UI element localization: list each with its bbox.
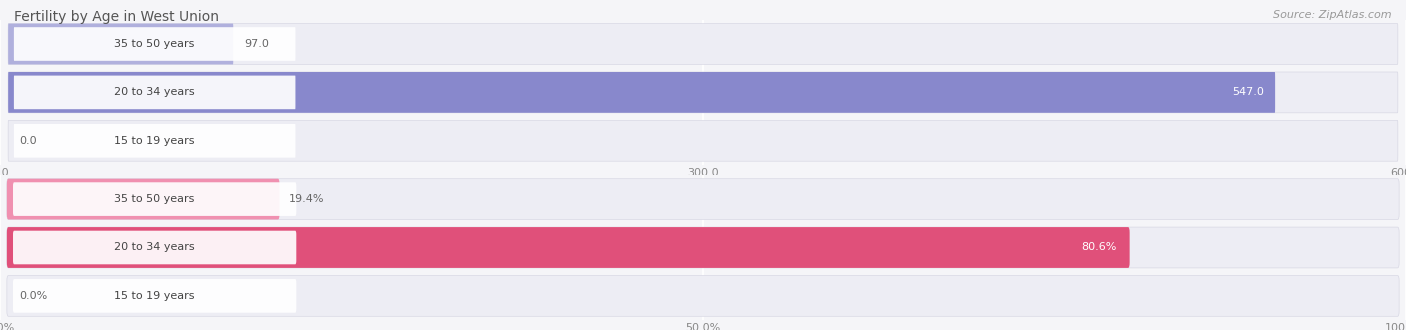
Text: 15 to 19 years: 15 to 19 years bbox=[114, 136, 195, 146]
Text: 20 to 34 years: 20 to 34 years bbox=[114, 243, 195, 252]
FancyBboxPatch shape bbox=[8, 72, 1275, 113]
Text: 0.0%: 0.0% bbox=[20, 291, 48, 301]
Text: 547.0: 547.0 bbox=[1232, 87, 1264, 97]
FancyBboxPatch shape bbox=[14, 27, 295, 61]
FancyBboxPatch shape bbox=[7, 227, 1129, 268]
FancyBboxPatch shape bbox=[13, 231, 297, 264]
FancyBboxPatch shape bbox=[7, 227, 1399, 268]
FancyBboxPatch shape bbox=[14, 76, 295, 109]
FancyBboxPatch shape bbox=[13, 279, 297, 313]
Text: Source: ZipAtlas.com: Source: ZipAtlas.com bbox=[1274, 10, 1392, 20]
FancyBboxPatch shape bbox=[14, 124, 295, 158]
Text: 80.6%: 80.6% bbox=[1081, 243, 1116, 252]
Text: 97.0: 97.0 bbox=[245, 39, 269, 49]
Text: 19.4%: 19.4% bbox=[290, 194, 325, 204]
FancyBboxPatch shape bbox=[13, 182, 297, 216]
Text: Fertility by Age in West Union: Fertility by Age in West Union bbox=[14, 10, 219, 24]
FancyBboxPatch shape bbox=[8, 23, 233, 64]
FancyBboxPatch shape bbox=[7, 179, 1399, 219]
Text: 35 to 50 years: 35 to 50 years bbox=[114, 39, 195, 49]
Text: 0.0: 0.0 bbox=[20, 136, 38, 146]
FancyBboxPatch shape bbox=[7, 276, 1399, 316]
FancyBboxPatch shape bbox=[7, 179, 280, 219]
FancyBboxPatch shape bbox=[8, 120, 1398, 161]
Text: 15 to 19 years: 15 to 19 years bbox=[114, 291, 195, 301]
Text: 35 to 50 years: 35 to 50 years bbox=[114, 194, 195, 204]
Text: 20 to 34 years: 20 to 34 years bbox=[114, 87, 195, 97]
FancyBboxPatch shape bbox=[8, 23, 1398, 64]
FancyBboxPatch shape bbox=[8, 72, 1398, 113]
